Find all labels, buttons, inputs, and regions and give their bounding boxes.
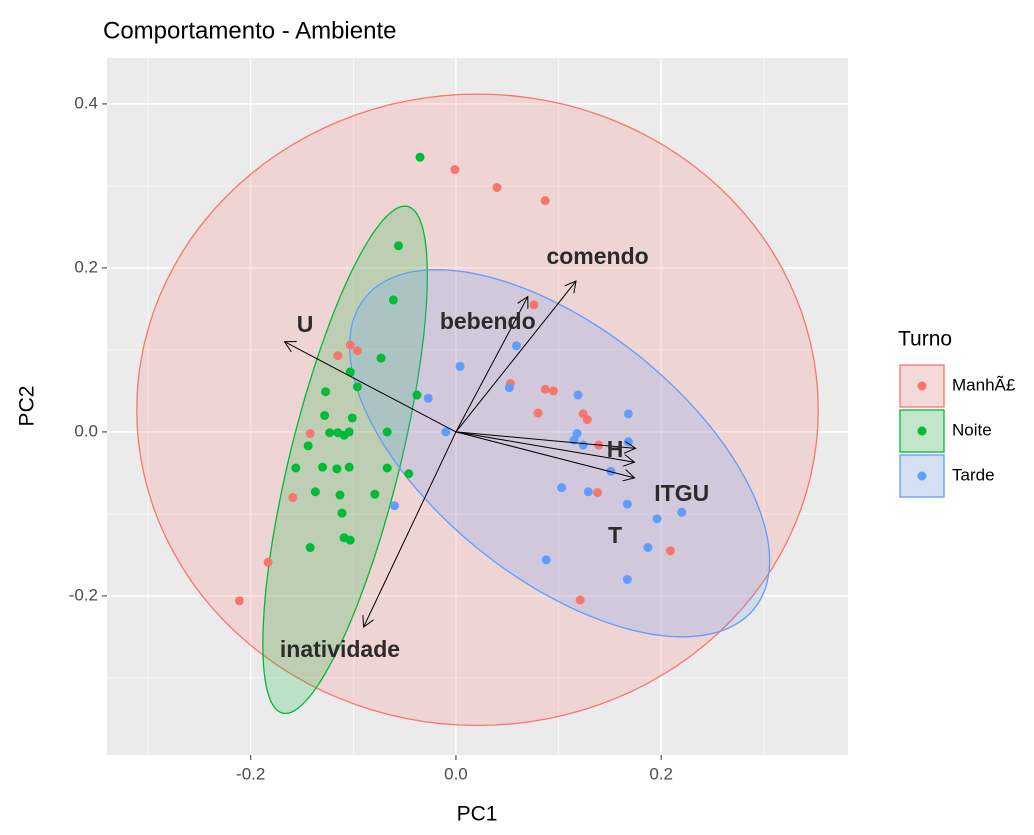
loading-arrow [455, 431, 636, 448]
point [376, 353, 386, 363]
x-tick-label: -0.2 [236, 764, 265, 783]
point [412, 390, 422, 400]
y-tick-label: 0.4 [74, 93, 98, 112]
point [320, 411, 330, 421]
point [622, 575, 632, 585]
point [504, 383, 514, 393]
loading-arrow [364, 431, 457, 627]
point [652, 514, 662, 524]
point [325, 428, 335, 438]
x-tick-label: 0.2 [649, 764, 673, 783]
point [423, 393, 433, 403]
point [415, 152, 425, 162]
panel [107, 58, 848, 755]
point [540, 196, 550, 206]
point [622, 499, 632, 509]
legend-label: ManhÃ£ [952, 375, 1016, 394]
legend-dot [917, 426, 927, 436]
point [389, 501, 399, 511]
x-tick-label: 0.0 [444, 764, 468, 783]
point [352, 346, 362, 356]
point [344, 462, 354, 472]
point [548, 386, 558, 396]
point [404, 469, 414, 479]
point [234, 596, 244, 606]
point [455, 361, 465, 371]
point [347, 413, 357, 423]
point [352, 382, 362, 392]
point [333, 351, 343, 361]
y-tick-label: 0.2 [74, 257, 98, 276]
loading-label: U [297, 311, 314, 337]
point [583, 487, 593, 497]
point [512, 341, 521, 351]
point [557, 483, 567, 493]
legend-dot [917, 471, 927, 481]
point [303, 441, 313, 451]
point [291, 463, 301, 473]
loading-label: H [607, 436, 624, 462]
point [623, 437, 633, 447]
point [541, 555, 551, 565]
point [332, 464, 342, 474]
y-tick-label: 0.0 [74, 421, 98, 440]
point [593, 488, 603, 498]
ellipse [348, 269, 771, 638]
point [382, 463, 392, 473]
loading-arrow [455, 431, 635, 462]
x-axis-title: PC1 [457, 803, 498, 826]
loading-arrow [455, 281, 576, 433]
point [288, 493, 298, 503]
y-axis-title: PC2 [16, 386, 39, 427]
legend-label: Noite [952, 420, 992, 439]
point [393, 241, 403, 251]
point [310, 487, 320, 497]
legend-dot [917, 381, 927, 391]
point [388, 295, 398, 305]
point [623, 409, 633, 419]
point [305, 543, 315, 553]
point [450, 165, 460, 175]
loading-arrow [455, 431, 635, 478]
y-tick-label: -0.2 [69, 585, 98, 604]
chart-title: Comportamento - Ambiente [103, 17, 396, 44]
point [492, 183, 502, 193]
loading-label: bebendo [440, 308, 536, 334]
legend-title: Turno [898, 328, 952, 351]
loading-label: inatividade [280, 636, 400, 662]
point [529, 300, 539, 310]
point [540, 384, 550, 394]
point [578, 440, 588, 450]
point [263, 557, 273, 567]
point [582, 415, 592, 425]
loading-arrow [455, 297, 528, 433]
loading-label: T [608, 522, 622, 548]
point [575, 595, 585, 605]
point [318, 462, 328, 472]
point [573, 390, 583, 400]
loading-arrow [285, 342, 457, 433]
point [345, 340, 355, 350]
point [643, 543, 653, 553]
point [345, 367, 355, 377]
loading-label: comendo [546, 243, 648, 269]
point [335, 490, 345, 500]
point [533, 408, 543, 418]
point [677, 507, 687, 517]
point [344, 427, 354, 437]
point [305, 429, 315, 439]
point [321, 387, 331, 397]
point [665, 546, 675, 556]
point [337, 508, 347, 518]
legend-label: Tarde [952, 465, 995, 484]
ellipse [136, 93, 819, 727]
loading-label: ITGU [654, 480, 709, 506]
point [441, 427, 451, 437]
point [382, 427, 392, 437]
point [370, 489, 380, 499]
point [345, 535, 355, 545]
ellipse [262, 205, 428, 715]
